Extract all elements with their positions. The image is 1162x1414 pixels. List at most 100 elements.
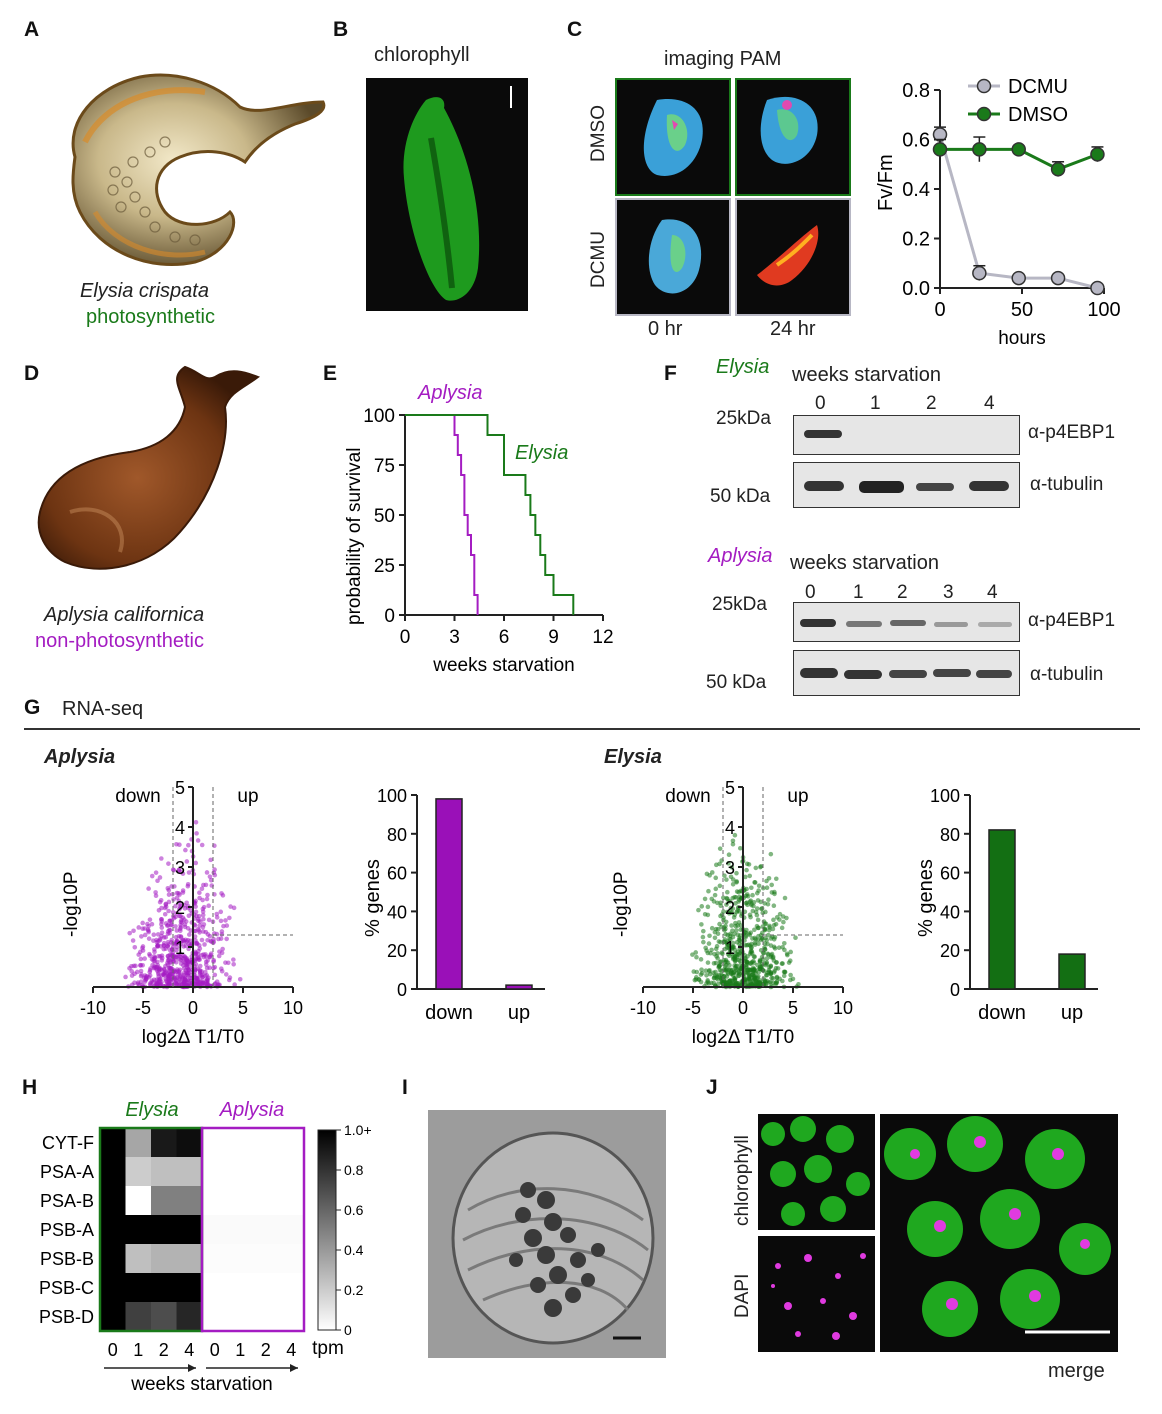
volcano-point (171, 897, 176, 902)
volcano-point (755, 925, 761, 931)
y-tick-label: 0.0 (902, 278, 930, 300)
heatmap-group-elysia: Elysia (125, 1099, 178, 1121)
volcano-point (705, 978, 710, 983)
volcano-point (768, 851, 774, 857)
blot-elysia-antibody-p4ebp1: α-p4EBP1 (1028, 422, 1116, 443)
heatmap-row-label: PSB-D (39, 1307, 94, 1327)
volcano-point (173, 924, 178, 929)
volcano-point (223, 960, 228, 965)
volcano-point (159, 856, 164, 861)
confocal-label-dapi: DAPI (732, 1273, 753, 1318)
volcano-point (155, 932, 161, 937)
volcano-point (129, 968, 134, 974)
heatmap-col-label: 4 (286, 1340, 296, 1360)
volcano-point (748, 914, 753, 920)
volcano-point (159, 930, 165, 935)
volcano-point (751, 974, 757, 980)
y-axis-label: probability of survival (344, 448, 365, 625)
heatmap-cell-elysia (125, 1186, 151, 1215)
elysia-species-name: Elysia crispata (80, 280, 209, 302)
confocal-chlorophyll-channel (758, 1114, 875, 1230)
blot-aplysia-lane-4: 4 (987, 582, 998, 603)
panel-label-e: E (323, 362, 338, 385)
band (804, 430, 842, 438)
volcano-point (174, 928, 180, 933)
volcano-point (205, 958, 210, 963)
volcano-point (146, 923, 151, 929)
volcano-point (693, 950, 699, 955)
volcano-point (752, 880, 758, 885)
volcano-point (166, 892, 172, 897)
volcano-point (712, 935, 718, 941)
volcano-point (208, 857, 214, 863)
y-axis-label: % genes (362, 859, 384, 937)
band (889, 670, 927, 678)
volcano-point (721, 909, 726, 914)
volcano-point (166, 887, 172, 893)
volcano-point (724, 959, 729, 965)
y-tick-label: 2 (725, 898, 735, 918)
volcano-point (779, 961, 785, 966)
heatmap-cell-aplysia (202, 1215, 228, 1244)
y-tick-label: 80 (387, 825, 407, 845)
volcano-point (214, 911, 220, 917)
heatmap-row-label: PSA-A (40, 1162, 94, 1182)
volcano-plot-aplysia: 1 2 3 4 5 -10 -5 0 5 10 down up -log10P log2Δ T1/T0 (61, 778, 303, 1048)
heatmap-cell-aplysia (202, 1273, 228, 1302)
band (844, 670, 882, 679)
volcano-point (768, 964, 774, 969)
volcano-point (138, 968, 144, 974)
volcano-point (718, 913, 723, 919)
volcano-point (760, 950, 766, 956)
volcano-point (165, 980, 171, 985)
volcano-point (186, 870, 192, 875)
volcano-point (158, 897, 164, 903)
volcano-point (775, 966, 781, 971)
volcano-point (159, 953, 165, 958)
y-tick-label: 60 (387, 864, 407, 884)
volcano-point (167, 947, 173, 953)
volcano-point (774, 974, 780, 980)
volcano-point (746, 862, 752, 867)
volcano-point (734, 971, 740, 976)
volcano-point (207, 874, 213, 879)
legend-marker (976, 106, 992, 122)
confocal-label-merge: merge (1048, 1360, 1105, 1382)
colorbar-tick-label: 0.2 (344, 1282, 364, 1298)
volcano-point (220, 893, 226, 898)
volcano-point (137, 949, 143, 955)
heatmap-cell-elysia (176, 1302, 202, 1331)
volcano-point (231, 957, 236, 962)
y-axis-label: % genes (915, 859, 937, 937)
volcano-point (204, 870, 210, 875)
y-tick-label: 40 (940, 902, 960, 922)
volcano-point (199, 975, 205, 981)
blot-elysia-species: Elysia (716, 356, 770, 378)
volcano-point (752, 927, 757, 933)
volcano-point (166, 861, 171, 866)
colorbar-tick-label: 0.8 (344, 1162, 364, 1178)
volcano-point (208, 938, 213, 944)
volcano-point (198, 919, 203, 925)
volcano-point (178, 934, 184, 940)
volcano-point (705, 960, 711, 965)
volcano-point (764, 885, 770, 891)
volcano-point (751, 968, 756, 973)
volcano-point (157, 875, 163, 880)
volcano-point (228, 904, 233, 909)
volcano-point (186, 968, 192, 973)
volcano-point (214, 915, 220, 920)
x-tick-label: 50 (1011, 299, 1033, 321)
volcano-point (162, 905, 168, 911)
volcano-point (752, 940, 758, 946)
x-axis-label: log2Δ T1/T0 (692, 1027, 794, 1048)
data-point-dmso (932, 142, 948, 157)
volcano-point (774, 960, 779, 965)
heatmap-cell-elysia (125, 1157, 151, 1186)
volcano-point (142, 956, 147, 961)
volcano-point (766, 897, 771, 902)
volcano-point (186, 842, 191, 848)
blot-aplysia-antibody-tubulin: α-tubulin (1030, 664, 1104, 685)
volcano-point (709, 870, 715, 875)
volcano-point (212, 872, 218, 878)
